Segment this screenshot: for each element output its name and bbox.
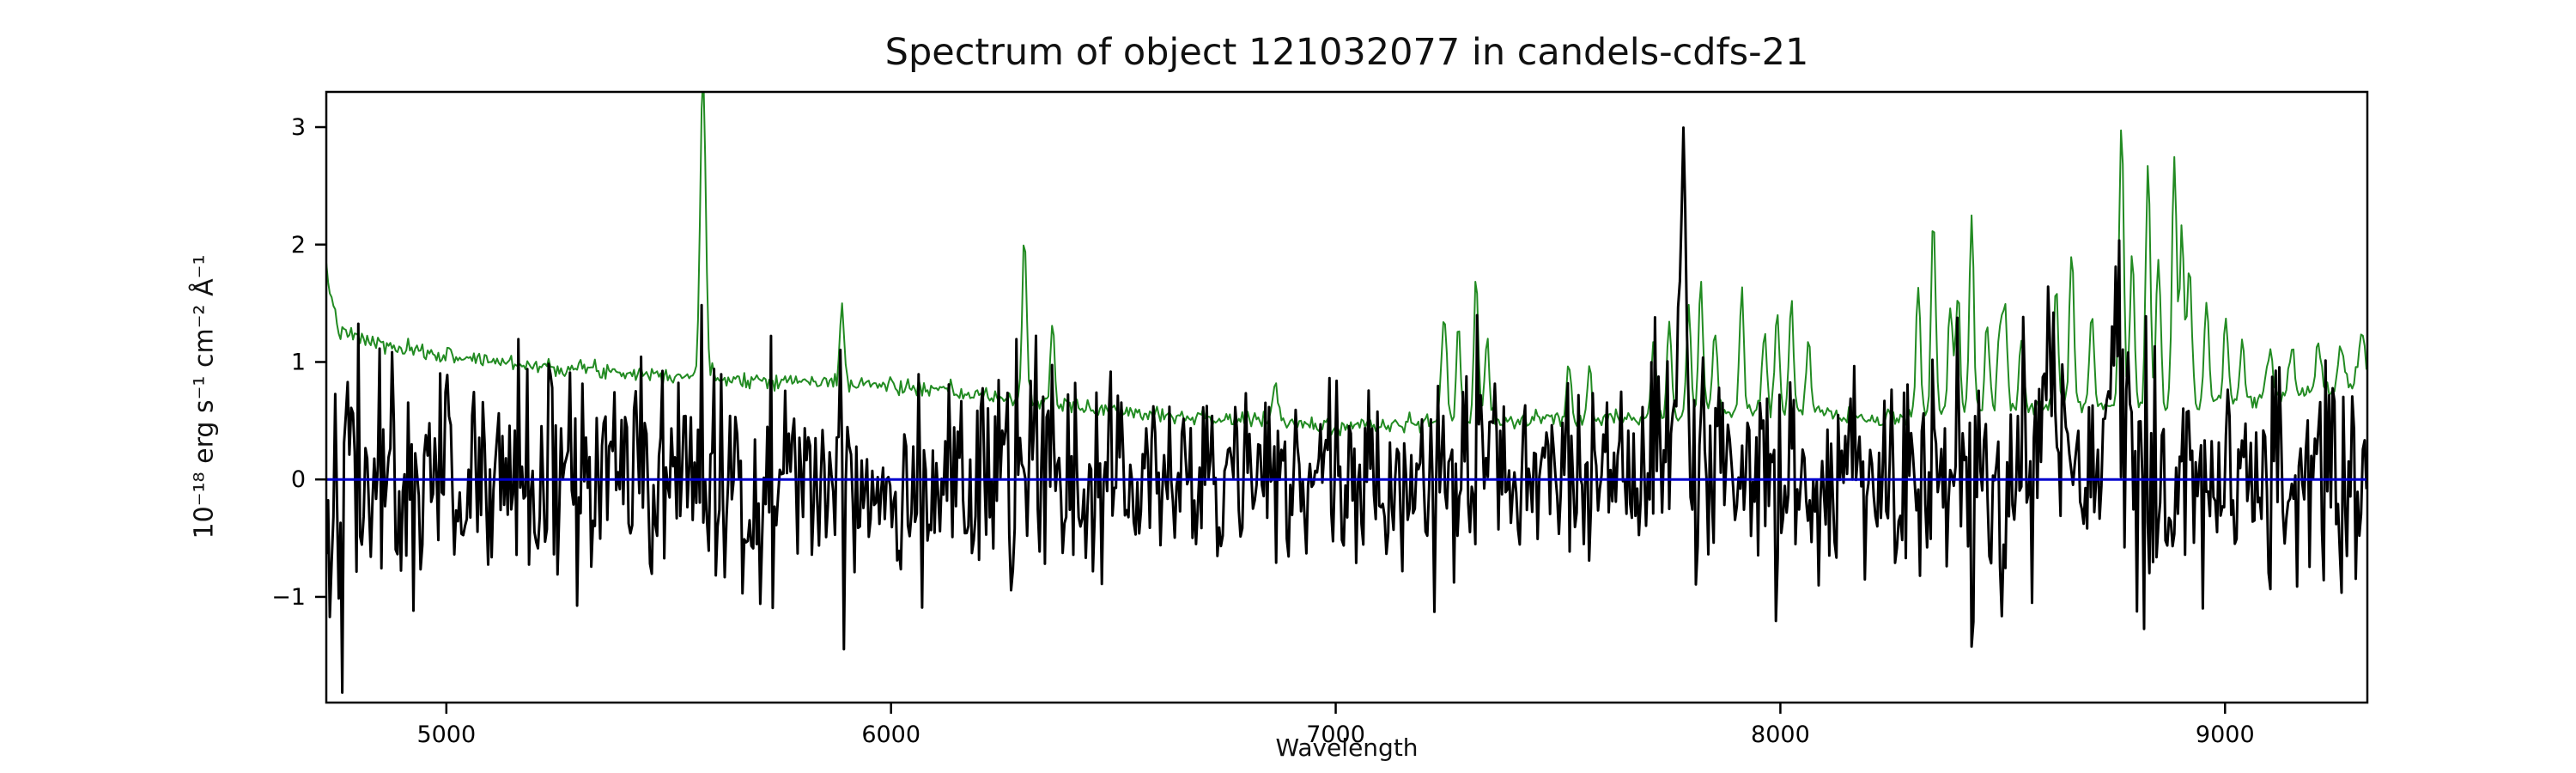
plot-area xyxy=(326,92,2367,694)
x-tick-label: 8000 xyxy=(1751,721,1810,748)
y-tick-label: 1 xyxy=(291,349,306,375)
sky-noise-spectrum-line xyxy=(326,92,2367,436)
x-tick-label: 5000 xyxy=(416,721,476,748)
y-tick-label: 3 xyxy=(291,114,306,141)
y-tick-label: 2 xyxy=(291,232,306,259)
x-tick-label: 6000 xyxy=(861,721,920,748)
plot-background xyxy=(326,92,2367,703)
y-tick-label: −1 xyxy=(271,584,306,611)
x-axis-label: Wavelength xyxy=(1275,733,1419,762)
x-tick-label: 9000 xyxy=(2196,721,2255,748)
y-axis-label: 10⁻¹⁸ erg s⁻¹ cm⁻² Å⁻¹ xyxy=(189,254,220,539)
x-tick-label: 7000 xyxy=(1306,721,1365,748)
chart-title: Spectrum of object 121032077 in candels-… xyxy=(884,31,1809,74)
y-tick-label: 0 xyxy=(291,466,306,493)
object-flux-spectrum-line xyxy=(326,126,2367,694)
plot-frame xyxy=(325,90,2369,704)
